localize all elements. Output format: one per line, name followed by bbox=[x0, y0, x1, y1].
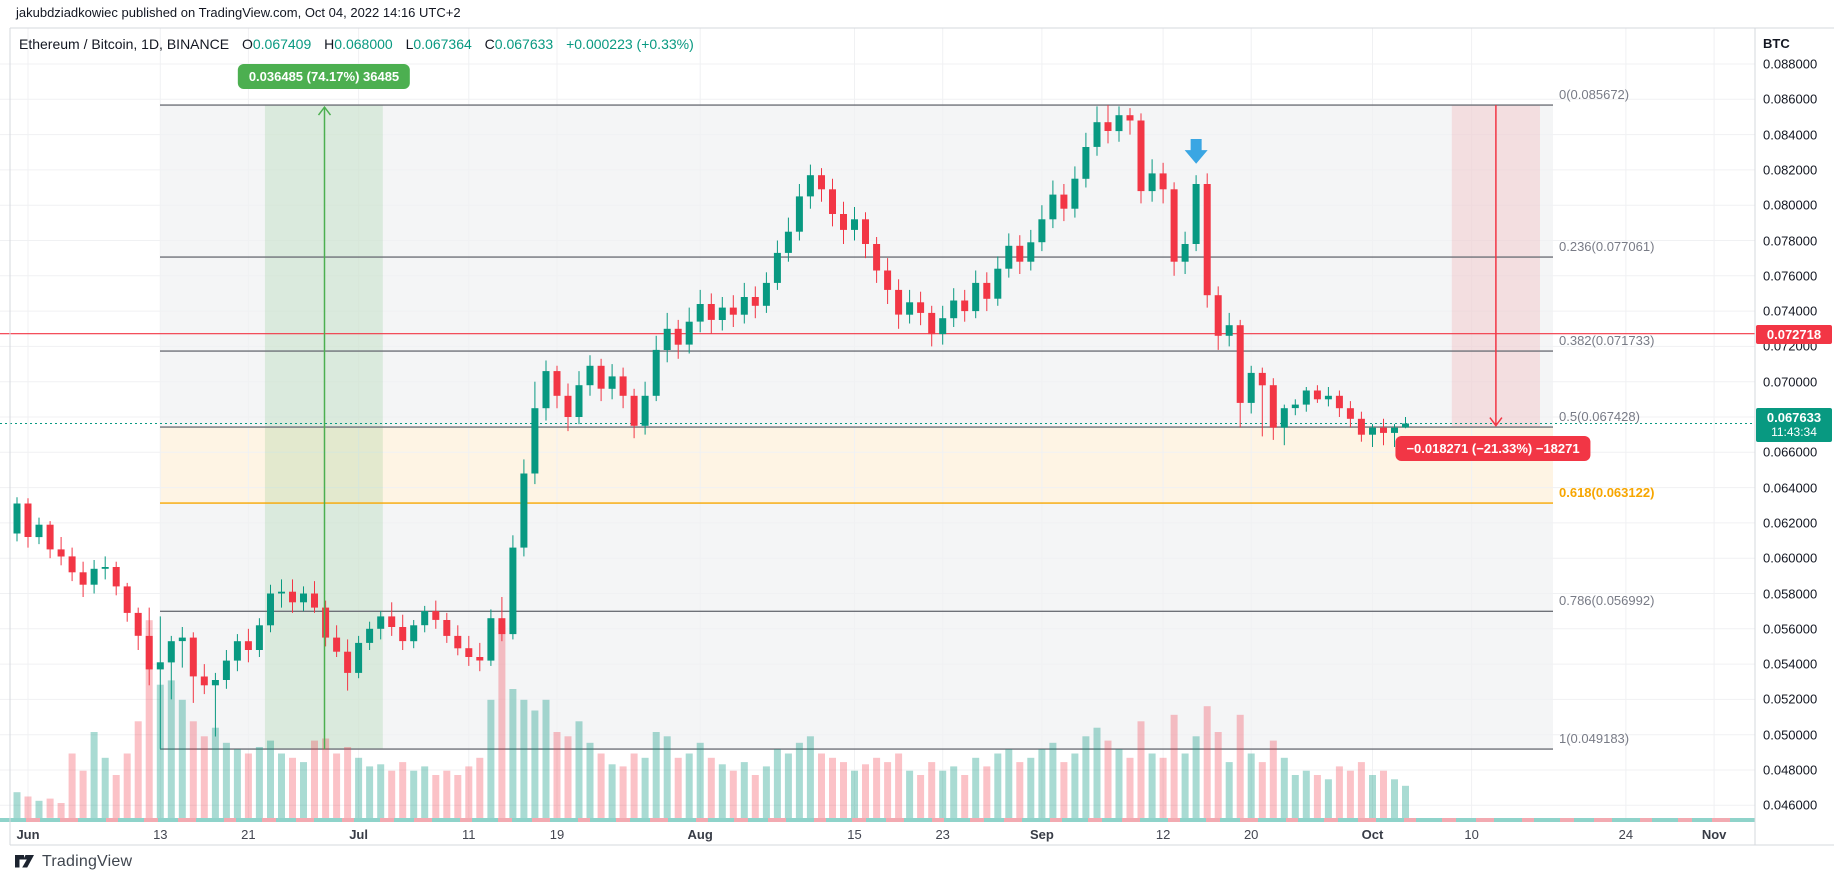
time-axis-tick: 19 bbox=[549, 827, 565, 842]
candlesticks bbox=[13, 105, 1409, 749]
price-axis-tick: 0.080000 bbox=[1763, 197, 1818, 213]
time-axis-tick: 13 bbox=[153, 827, 168, 842]
price-axis-tick: 0.062000 bbox=[1763, 515, 1818, 531]
price-axis-tick: 0.066000 bbox=[1763, 444, 1818, 460]
down-arrow-marker[interactable] bbox=[1184, 139, 1208, 164]
ohlc-low: L0.067364 bbox=[405, 36, 472, 52]
time-axis-tick: 21 bbox=[241, 827, 256, 842]
price-axis-tick: 0.074000 bbox=[1763, 303, 1818, 319]
bar-countdown: 11:43:34 bbox=[1771, 425, 1817, 439]
grid bbox=[0, 28, 1755, 818]
measure-down-label: −0.018271 (−21.33%) −18271 bbox=[1395, 436, 1591, 461]
fib-level-label: 0.618(0.063122) bbox=[1559, 485, 1655, 501]
fib-level-label: 0.786(0.056992) bbox=[1559, 593, 1655, 609]
tradingview-logo[interactable]: TradingView bbox=[14, 851, 132, 872]
last-price-tag: 0.067633 11:43:34 bbox=[1756, 408, 1832, 442]
price-axis-tick: 0.078000 bbox=[1763, 233, 1818, 248]
time-axis-tick: 23 bbox=[935, 827, 950, 842]
time-axis-tick: 12 bbox=[1155, 827, 1171, 842]
time-axis-tick: 24 bbox=[1618, 827, 1634, 842]
time-axis-tick: Nov bbox=[1701, 827, 1727, 842]
fib-level-label: 0(0.085672) bbox=[1559, 87, 1630, 103]
price-axis-tick: 0.056000 bbox=[1763, 621, 1818, 637]
price-axis-tick: 0.048000 bbox=[1763, 762, 1818, 778]
time-axis-tick: 20 bbox=[1243, 827, 1259, 842]
change-value: +0.000223 (+0.33%) bbox=[566, 36, 694, 52]
time-axis-tick: 15 bbox=[847, 827, 862, 842]
attribution-text: jakubdziadkowiec published on TradingVie… bbox=[16, 5, 461, 20]
tradingview-logo-icon bbox=[15, 855, 34, 868]
measure-up-label: 0.036485 (74.17%) 36485 bbox=[237, 64, 411, 89]
panel-borders bbox=[9, 27, 1834, 846]
fib-level-label: 0.382(0.071733) bbox=[1559, 333, 1655, 349]
alert-price-tag: 0.072718 bbox=[1756, 325, 1832, 344]
symbol-header[interactable]: Ethereum / Bitcoin, 1D, BINANCE O0.06740… bbox=[19, 36, 694, 52]
ohlc-high: H0.068000 bbox=[324, 36, 393, 52]
fib-level-label: 1(0.049183) bbox=[1559, 731, 1630, 747]
price-axis-tick: 0.058000 bbox=[1763, 586, 1818, 601]
time-axis-tick: Oct bbox=[1361, 827, 1384, 842]
symbol-title: Ethereum / Bitcoin, 1D, BINANCE bbox=[19, 36, 230, 52]
session-strip bbox=[0, 818, 1755, 822]
time-axis-tick: 11 bbox=[462, 827, 476, 842]
price-axis-tick: 0.076000 bbox=[1763, 268, 1818, 284]
price-axis-tick: 0.054000 bbox=[1763, 656, 1818, 672]
time-axis-tick: Jul bbox=[349, 827, 368, 842]
price-axis-tick: 0.064000 bbox=[1763, 480, 1818, 496]
price-axis-tick: 0.052000 bbox=[1763, 691, 1818, 707]
fib-level-label: 0.5(0.067428) bbox=[1559, 409, 1640, 425]
price-axis-tick: 0.050000 bbox=[1763, 727, 1818, 743]
price-axis-tick: 0.088000 bbox=[1763, 56, 1818, 72]
time-axis-tick: Sep bbox=[1029, 827, 1054, 842]
ohlc-open: O0.067409 bbox=[241, 36, 312, 52]
last-price-value: 0.067633 bbox=[1766, 410, 1822, 425]
measure-down-arrow[interactable] bbox=[1489, 105, 1503, 427]
fib-level-label: 0.236(0.077061) bbox=[1559, 239, 1655, 255]
tradingview-wordmark: TradingView bbox=[42, 852, 133, 870]
time-axis-tick: Aug bbox=[687, 827, 713, 842]
time-axis-tick: Jun bbox=[16, 827, 40, 842]
price-axis-tick: 0.046000 bbox=[1763, 797, 1818, 813]
volume-bars bbox=[13, 620, 1409, 819]
time-axis-tick: 10 bbox=[1464, 827, 1479, 842]
price-axis-tick: 0.082000 bbox=[1763, 162, 1818, 178]
price-axis-tick: 0.060000 bbox=[1763, 550, 1818, 566]
price-axis-currency: BTC bbox=[1763, 36, 1790, 51]
price-axis-tick: 0.070000 bbox=[1763, 374, 1818, 390]
ohlc-close: C0.067633 bbox=[484, 36, 554, 52]
measure-up-arrow[interactable] bbox=[317, 105, 332, 750]
price-axis-tick: 0.086000 bbox=[1763, 91, 1818, 107]
price-axis-tick: 0.084000 bbox=[1763, 127, 1818, 143]
